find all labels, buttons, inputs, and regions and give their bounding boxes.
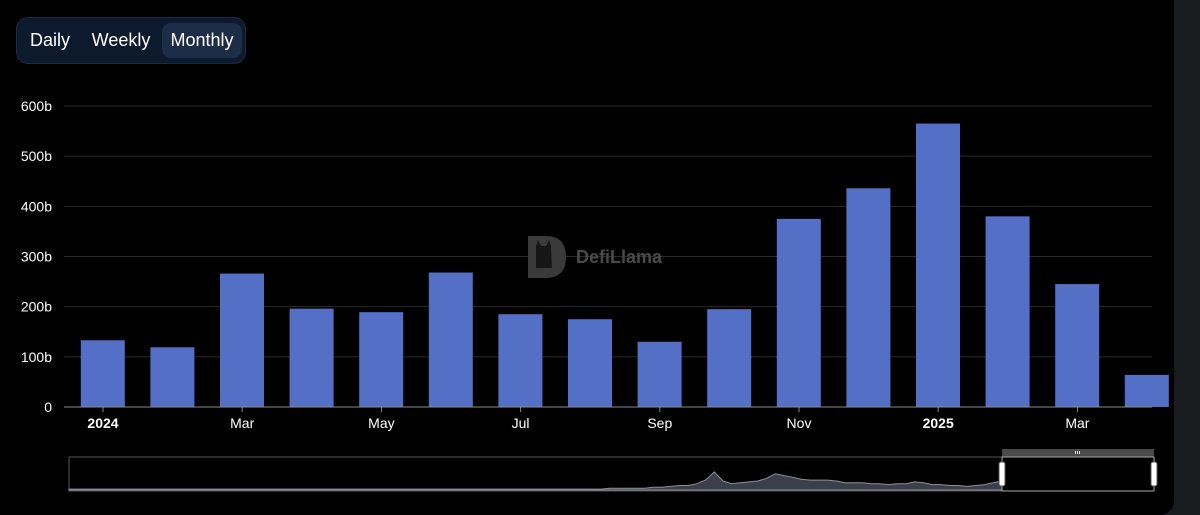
bar[interactable] [985, 216, 1030, 407]
x-axis [64, 406, 1152, 412]
slider-overview-area [68, 471, 1003, 491]
x-tick-label: 2024 [87, 415, 118, 431]
grip-icon [1075, 451, 1080, 454]
bar[interactable] [707, 309, 752, 407]
bar[interactable] [637, 341, 682, 407]
bar[interactable] [846, 188, 891, 407]
x-axis-ticks: 2024 Mar May Jul Sep Nov 2025 Mar [87, 415, 1089, 431]
bars [80, 123, 1169, 407]
chart-panel [0, 0, 1174, 515]
data-zoom-slider[interactable] [68, 449, 1158, 492]
monthly-toggle[interactable]: Monthly [162, 23, 242, 58]
bar[interactable] [150, 347, 195, 407]
x-tick-label: May [368, 415, 394, 431]
bar[interactable] [359, 312, 404, 407]
slider-handle-right[interactable] [1150, 461, 1158, 487]
bar[interactable] [568, 319, 612, 407]
bar[interactable] [1055, 284, 1100, 407]
x-tick-label: 2025 [923, 415, 954, 431]
x-tick-label: Mar [1065, 415, 1089, 431]
daily-toggle[interactable]: Daily [29, 30, 70, 50]
x-tick-label: Sep [647, 415, 672, 431]
y-tick-label: 200b [21, 299, 52, 315]
bar[interactable] [428, 272, 473, 407]
watermark-text: DefiLlama [576, 247, 663, 267]
granularity-toggle: Daily Weekly Monthly [16, 17, 246, 64]
x-tick-label: Jul [512, 415, 530, 431]
x-tick-label: Mar [230, 415, 254, 431]
bar[interactable] [220, 273, 264, 407]
x-tick-label: Nov [787, 415, 812, 431]
y-tick-label: 100b [21, 349, 52, 365]
y-tick-label: 0 [44, 399, 52, 415]
bar-chart: DefiLlama 0 100b 200b 300b 400b 500b 600b 2024… [21, 98, 1169, 492]
llama-logo-icon [528, 236, 566, 278]
bar[interactable] [776, 218, 821, 407]
slider-handle-left[interactable] [998, 461, 1006, 487]
y-tick-label: 300b [21, 249, 52, 265]
watermark: DefiLlama [528, 236, 663, 278]
bar[interactable] [498, 314, 543, 407]
y-tick-label: 500b [21, 148, 52, 164]
weekly-toggle[interactable]: Weekly [91, 30, 151, 50]
slider-window[interactable] [1001, 456, 1155, 492]
y-axis-ticks: 0 100b 200b 300b 400b 500b 600b [21, 98, 52, 415]
bar[interactable] [289, 308, 334, 407]
bar[interactable] [80, 340, 125, 407]
y-tick-label: 400b [21, 198, 52, 214]
bar[interactable] [916, 123, 960, 407]
bar[interactable] [1124, 374, 1169, 407]
y-tick-label: 600b [21, 98, 52, 114]
